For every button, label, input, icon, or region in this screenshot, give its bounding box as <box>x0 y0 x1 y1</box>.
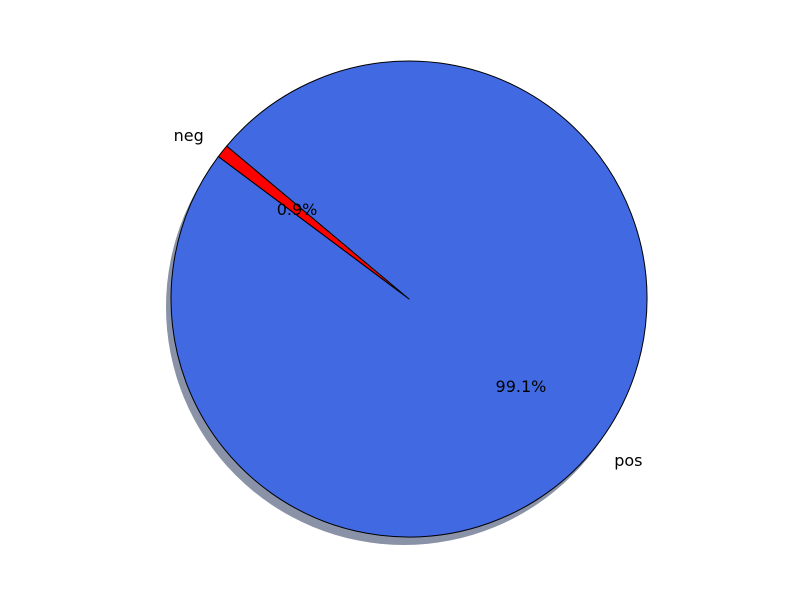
slice-percent-pos: 99.1% <box>496 377 547 396</box>
slice-label-pos: pos <box>614 451 642 470</box>
slice-label-neg: neg <box>174 126 204 145</box>
pie-labels: neg 0.9% pos 99.1% <box>174 126 643 470</box>
slice-percent-neg: 0.9% <box>277 200 318 219</box>
pie-slices <box>170 60 648 538</box>
pie-slice-pos <box>170 60 648 538</box>
